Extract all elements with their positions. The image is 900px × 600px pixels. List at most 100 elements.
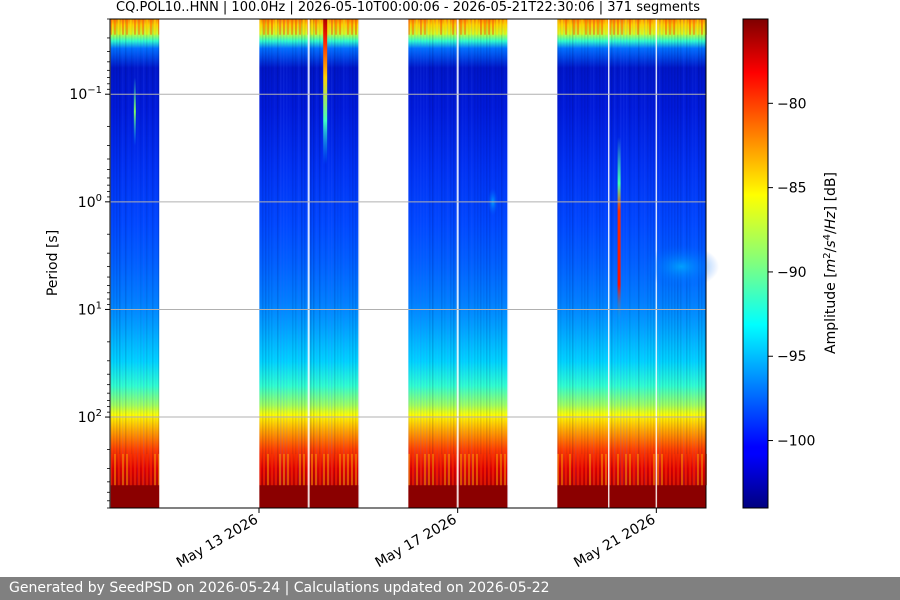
texture-band <box>701 19 703 35</box>
texture-band <box>653 19 655 35</box>
texture-band <box>424 453 426 486</box>
texture-streak <box>453 19 455 508</box>
texture-band <box>488 19 490 35</box>
texture-band <box>665 19 667 35</box>
texture-band <box>428 453 430 486</box>
texture-band <box>299 453 301 486</box>
texture-streak <box>477 19 479 508</box>
texture-band <box>150 453 152 486</box>
texture-streak <box>325 19 327 508</box>
texture-band <box>408 453 410 486</box>
x-tick-label: May 13 2026 <box>174 512 261 572</box>
texture-streak <box>596 19 598 508</box>
texture-band <box>605 19 607 35</box>
texture-streak <box>459 19 461 508</box>
texture-band <box>110 19 112 35</box>
texture-band <box>577 19 579 35</box>
texture-band <box>279 453 281 486</box>
texture-band <box>122 19 124 35</box>
texture-band <box>633 453 635 486</box>
texture-streak <box>140 19 142 508</box>
texture-band <box>142 19 144 35</box>
texture-streak <box>340 19 342 508</box>
texture-band <box>295 453 297 486</box>
texture-streak <box>334 19 336 508</box>
texture-band <box>697 453 699 486</box>
transient-event <box>133 77 136 146</box>
texture-band <box>428 19 430 35</box>
texture-streak <box>575 19 577 508</box>
colorbar-tick-label: −80 <box>777 96 807 112</box>
y-tick-label: 101 <box>78 300 102 318</box>
texture-streak <box>593 19 595 508</box>
texture-band <box>476 19 478 35</box>
segment-edge <box>259 19 260 508</box>
texture-streak <box>119 19 121 508</box>
texture-streak <box>557 19 559 508</box>
y-tick-label: 102 <box>78 408 102 426</box>
texture-streak <box>349 19 351 508</box>
texture-streak <box>152 19 154 508</box>
texture-streak <box>271 19 273 508</box>
texture-streak <box>569 19 571 508</box>
colorbar-tick-label: −85 <box>777 181 807 197</box>
texture-band <box>452 453 454 486</box>
data-gap-line <box>456 19 459 508</box>
texture-band <box>114 19 116 35</box>
texture-band <box>577 453 579 486</box>
texture-band <box>319 19 321 35</box>
texture-streak <box>563 19 565 508</box>
texture-streak <box>438 19 440 508</box>
texture-band <box>343 19 345 35</box>
texture-band <box>480 453 482 486</box>
data-gap-line <box>307 19 310 508</box>
texture-band <box>669 453 671 486</box>
texture-streak <box>310 19 312 508</box>
texture-band <box>464 453 466 486</box>
texture-streak <box>590 19 592 508</box>
texture-streak <box>444 19 446 508</box>
texture-band <box>609 453 611 486</box>
texture-streak <box>110 19 112 508</box>
texture-band <box>629 19 631 35</box>
texture-streak <box>283 19 285 508</box>
texture-band <box>311 19 313 35</box>
texture-band <box>138 453 140 486</box>
texture-band <box>130 453 132 486</box>
texture-band <box>335 453 337 486</box>
texture-streak <box>441 19 443 508</box>
texture-streak <box>417 19 419 508</box>
texture-band <box>460 19 462 35</box>
texture-band <box>589 453 591 486</box>
texture-band <box>126 19 128 35</box>
texture-band <box>621 19 623 35</box>
texture-band <box>436 19 438 35</box>
texture-streak <box>560 19 562 508</box>
texture-streak <box>423 19 425 508</box>
texture-band <box>319 453 321 486</box>
texture-streak <box>566 19 568 508</box>
colorbar <box>742 18 769 509</box>
texture-streak <box>584 19 586 508</box>
texture-band <box>283 19 285 35</box>
texture-band <box>303 453 305 486</box>
texture-band <box>701 453 703 486</box>
texture-band <box>150 19 152 35</box>
texture-streak <box>337 19 339 508</box>
texture-streak <box>408 19 410 508</box>
texture-streak <box>355 19 357 508</box>
texture-band <box>343 453 345 486</box>
texture-band <box>557 19 559 35</box>
texture-band <box>557 453 559 486</box>
texture-band <box>484 453 486 486</box>
texture-band <box>468 453 470 486</box>
colorbar-tick-label: −90 <box>777 265 807 281</box>
texture-streak <box>322 19 324 508</box>
texture-streak <box>474 19 476 508</box>
texture-band <box>484 19 486 35</box>
colorbar-tick-label: −100 <box>777 434 815 450</box>
texture-streak <box>358 19 360 508</box>
texture-band <box>327 453 329 486</box>
texture-streak <box>501 19 503 508</box>
texture-band <box>625 19 627 35</box>
